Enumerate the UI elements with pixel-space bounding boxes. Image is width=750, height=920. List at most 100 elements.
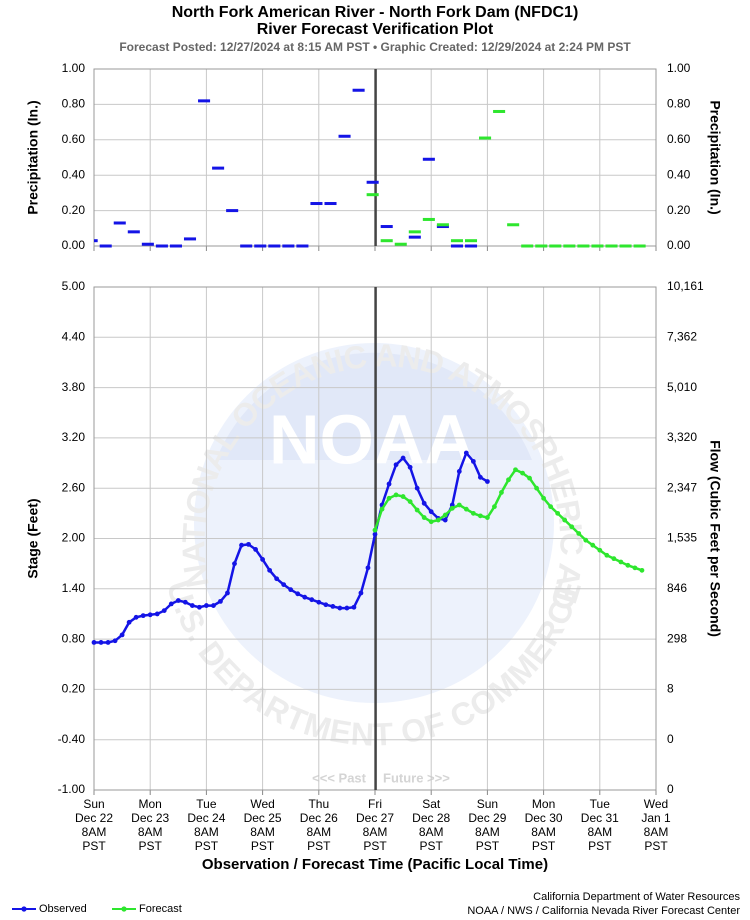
series-point bbox=[133, 614, 139, 620]
y-tick-label: 3.80 bbox=[62, 380, 86, 394]
precip-dash bbox=[408, 230, 421, 234]
y-tick-label: 0.00 bbox=[62, 238, 86, 252]
x-tick-label: PST bbox=[82, 839, 106, 853]
series-point bbox=[555, 510, 561, 516]
x-tick-label: Sun bbox=[83, 797, 104, 811]
y2-tick-label: 2,347 bbox=[667, 480, 697, 494]
series-point bbox=[421, 515, 427, 520]
credit: NOAA / NWS / California Nevada River For… bbox=[467, 905, 740, 917]
series-point bbox=[204, 603, 209, 608]
y2-axis-title: Flow (Cubic Feet per Second) bbox=[707, 440, 723, 637]
precip-dash bbox=[521, 244, 534, 248]
series-point bbox=[218, 598, 223, 604]
legend-label: Observed bbox=[39, 903, 87, 915]
series-point bbox=[421, 500, 427, 506]
y2-tick-label: 0.80 bbox=[667, 97, 691, 111]
series-point bbox=[393, 492, 399, 498]
precip-dash bbox=[212, 166, 225, 170]
precip-dash bbox=[436, 225, 449, 229]
series-point bbox=[288, 587, 294, 593]
series-point bbox=[477, 474, 483, 480]
series-point bbox=[295, 591, 301, 597]
y-tick-label: 0.80 bbox=[62, 631, 86, 645]
precip-dash bbox=[380, 225, 393, 229]
y-tick-label: 0.20 bbox=[62, 682, 86, 696]
precip-dash bbox=[422, 157, 435, 161]
x-tick-label: 8AM bbox=[475, 825, 500, 839]
x-tick-label: 8AM bbox=[194, 825, 219, 839]
precip-dash bbox=[464, 244, 478, 248]
x-tick-label: Wed bbox=[250, 797, 274, 811]
precip-dash bbox=[535, 244, 548, 248]
series-point bbox=[590, 542, 596, 548]
series-point bbox=[316, 599, 322, 605]
x-tick-label: 8AM bbox=[250, 825, 275, 839]
series-point bbox=[449, 505, 455, 511]
precip-dash bbox=[436, 223, 449, 227]
x-tick-label: Fri bbox=[368, 797, 382, 811]
x-tick-label: PST bbox=[307, 839, 331, 853]
y2-tick-label: 3,320 bbox=[667, 430, 697, 444]
series-point bbox=[485, 515, 490, 520]
chart-subtitle: Forecast Posted: 12/27/2024 at 8:15 AM P… bbox=[119, 40, 631, 54]
series-point bbox=[625, 562, 631, 568]
series-point bbox=[232, 561, 237, 567]
series-point bbox=[520, 470, 525, 476]
series-point bbox=[105, 640, 111, 645]
x-tick-label: Mon bbox=[532, 797, 555, 811]
x-tick-label: 8AM bbox=[531, 825, 556, 839]
series-point bbox=[506, 477, 511, 483]
series-point bbox=[513, 467, 518, 473]
y-tick-label: 0.80 bbox=[62, 97, 86, 111]
series-point bbox=[562, 517, 568, 523]
precip-dash bbox=[479, 136, 492, 140]
series-point bbox=[485, 479, 490, 484]
series-point bbox=[267, 567, 273, 573]
series-point bbox=[175, 598, 181, 603]
series-point bbox=[337, 605, 343, 611]
series-point bbox=[583, 537, 589, 543]
x-tick-label: Sat bbox=[422, 797, 441, 811]
series-point bbox=[442, 512, 448, 518]
precip-dash bbox=[296, 244, 309, 248]
precip-dash bbox=[619, 244, 632, 248]
series-point bbox=[428, 519, 434, 525]
series-point bbox=[351, 604, 357, 610]
credit: California Department of Water Resources bbox=[533, 891, 740, 903]
precip-dash bbox=[141, 242, 154, 246]
series-point bbox=[393, 462, 399, 468]
series-point bbox=[372, 531, 378, 537]
y-tick-label: 0.40 bbox=[62, 167, 86, 181]
precip-dash bbox=[563, 244, 576, 248]
x-tick-label: Dec 27 bbox=[356, 811, 394, 825]
y2-axis-title: Precipitation (In.) bbox=[707, 100, 723, 214]
series-point bbox=[386, 495, 392, 501]
series-point bbox=[499, 489, 504, 495]
y2-tick-label: 5,010 bbox=[667, 380, 697, 394]
series-point bbox=[239, 542, 244, 548]
y2-tick-label: 0 bbox=[667, 782, 674, 796]
series-point bbox=[576, 531, 582, 536]
x-tick-label: Dec 30 bbox=[525, 811, 563, 825]
precip-dash bbox=[380, 239, 393, 243]
y2-tick-label: 1,535 bbox=[667, 531, 697, 545]
x-tick-label: Dec 23 bbox=[131, 811, 169, 825]
series-point bbox=[253, 546, 258, 552]
precip-dash bbox=[605, 244, 618, 248]
y-tick-label: -1.00 bbox=[58, 782, 86, 796]
watermark-center: NOAA bbox=[269, 400, 475, 478]
y-tick-label: 4.40 bbox=[62, 329, 86, 343]
precip-dash bbox=[183, 237, 197, 241]
x-tick-label: 8AM bbox=[363, 825, 388, 839]
x-tick-label: PST bbox=[363, 839, 387, 853]
series-point bbox=[407, 499, 413, 505]
series-point bbox=[372, 527, 378, 533]
precip-dash bbox=[169, 244, 182, 248]
x-tick-label: Thu bbox=[308, 797, 329, 811]
y-tick-label: -0.40 bbox=[58, 732, 86, 746]
precip-dash bbox=[338, 134, 351, 138]
x-tick-label: 8AM bbox=[644, 825, 669, 839]
legend-dot bbox=[21, 906, 27, 912]
y2-tick-label: 8 bbox=[667, 682, 674, 696]
